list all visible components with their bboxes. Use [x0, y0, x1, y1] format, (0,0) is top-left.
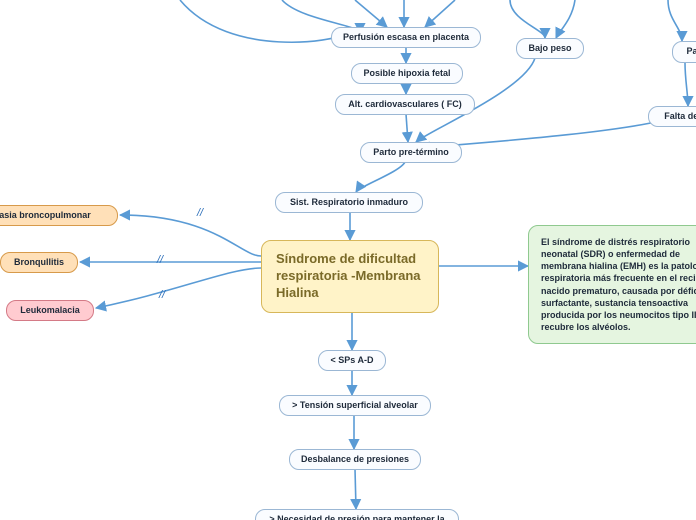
node-bajopeso: Bajo peso — [516, 38, 584, 59]
node-desbalance: Desbalance de presiones — [289, 449, 421, 470]
edge — [356, 162, 405, 192]
node-disbpulm: Displasia broncopulmonar — [0, 205, 118, 226]
node-leuko: Leukomalacia — [6, 300, 94, 321]
node-tension: > Tensión superficial alveolar — [279, 395, 431, 416]
edge — [355, 0, 387, 27]
edge — [355, 469, 356, 509]
node-bronq: Bronqullitis — [0, 252, 78, 273]
edge — [180, 0, 340, 42]
central-node: Síndrome de dificultad respiratoria -Mem… — [261, 240, 439, 313]
edge — [556, 0, 575, 38]
description-node: El síndrome de distrés respiratorio neon… — [528, 225, 696, 344]
edge — [96, 268, 261, 308]
node-pa: Pa — [672, 41, 696, 63]
edge-annotation: // — [197, 207, 203, 219]
edge — [406, 114, 408, 142]
node-pretermino: Parto pre-término — [360, 142, 462, 163]
node-necesidad: > Necesidad de presión para mantener la — [255, 509, 459, 520]
edge — [510, 0, 545, 38]
edge — [668, 0, 682, 41]
edge-annotation: // — [159, 289, 165, 301]
node-altcard: Alt. cardiovasculares ( FC) — [335, 94, 475, 115]
node-faltamad: Falta de maduración — [648, 106, 696, 127]
edge — [120, 215, 261, 256]
node-sistresp: Sist. Respiratorio inmaduro — [275, 192, 423, 213]
edge — [425, 0, 455, 27]
edge-annotation: // — [157, 254, 163, 266]
node-perfusion: Perfusión escasa en placenta — [331, 27, 481, 48]
edge — [685, 63, 688, 106]
node-hipoxia: Posible hipoxia fetal — [351, 63, 463, 84]
node-sps: < SPs A-D — [318, 350, 386, 371]
